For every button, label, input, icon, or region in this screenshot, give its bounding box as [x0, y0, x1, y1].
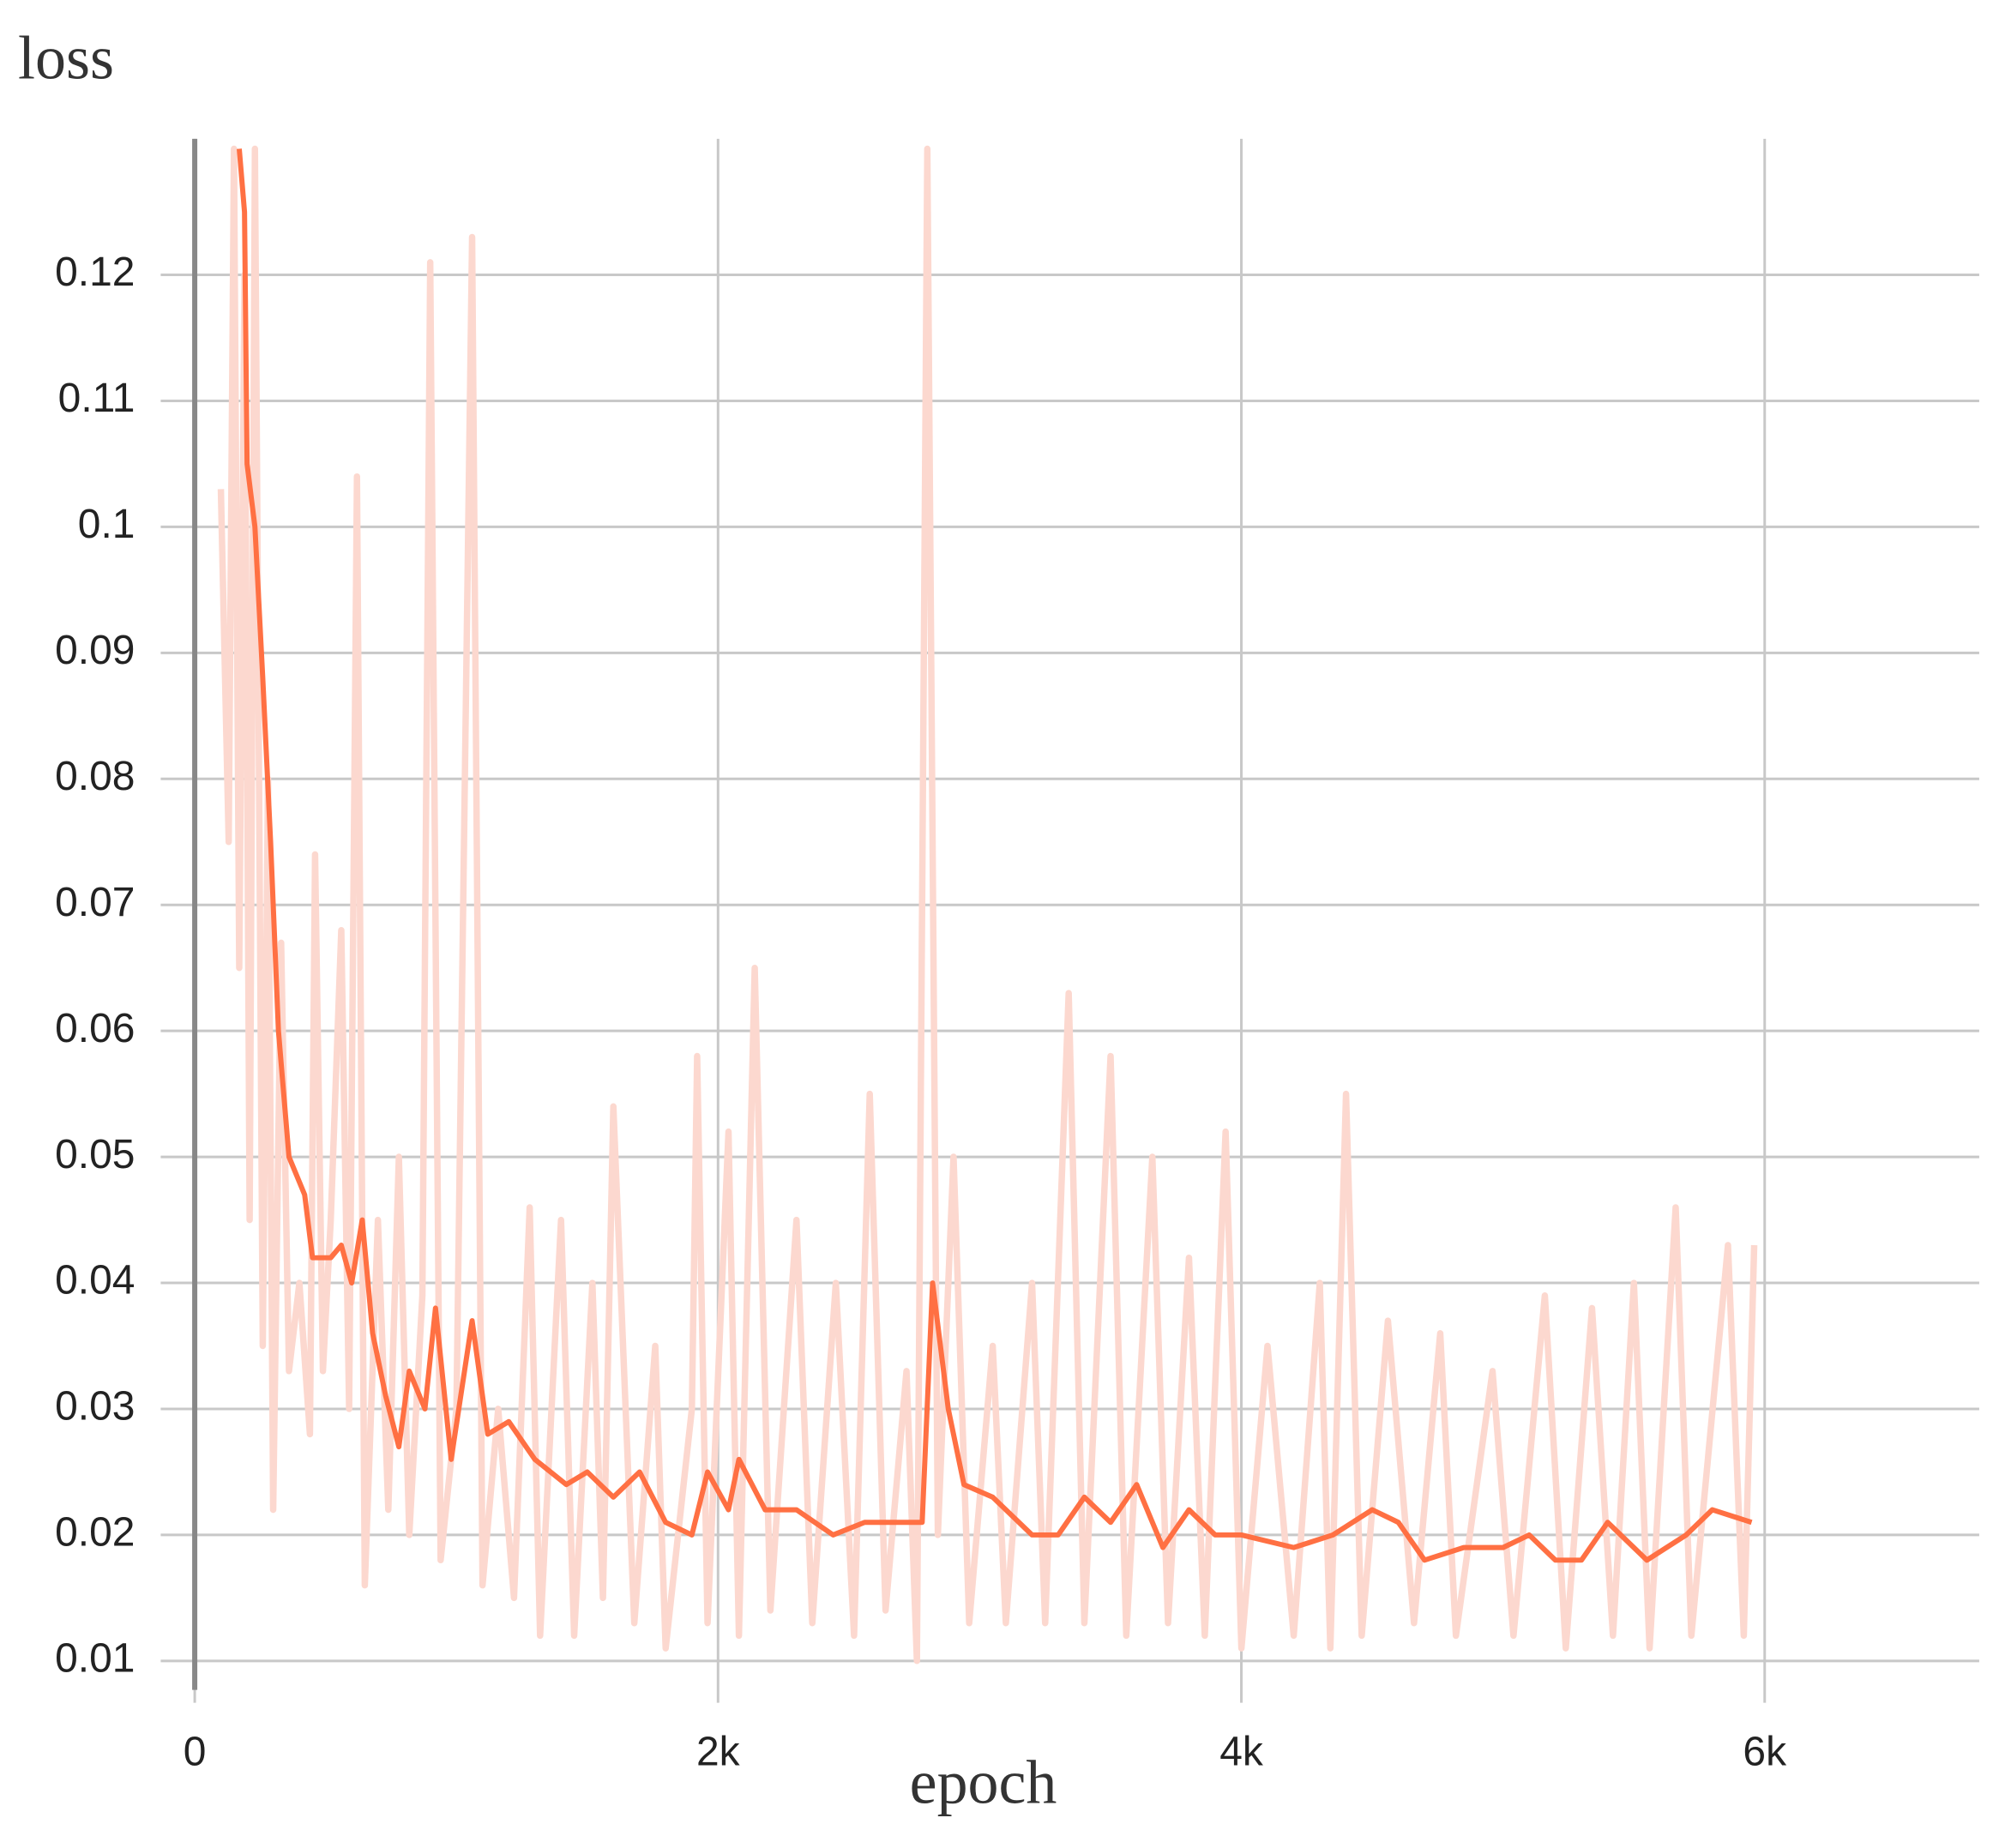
y-tick-label: 0.05 [55, 1132, 135, 1177]
line [217, 145, 1758, 1664]
x-tick-label: 2k [696, 1729, 741, 1774]
y-tick-label: 0.09 [55, 628, 135, 673]
y-tick-label: 0.01 [55, 1636, 135, 1682]
y-tick-label: 0.11 [58, 376, 135, 421]
y-tick-label: 0.08 [55, 754, 135, 799]
line [236, 148, 1753, 1563]
y-tick-label: 0.07 [55, 880, 135, 925]
y-tick-label: 0.02 [55, 1510, 135, 1556]
x-tick-label: 6k [1743, 1729, 1787, 1774]
y-tick-label: 0.12 [55, 250, 135, 295]
x-tick-label: 0 [184, 1729, 207, 1774]
chart-title: loss [18, 23, 114, 92]
y-tick-label: 0.1 [78, 502, 135, 547]
x-tick-label: 4k [1219, 1729, 1264, 1774]
y-tick-label: 0.04 [55, 1258, 135, 1303]
x-axis-label: epoch [910, 1749, 1057, 1817]
y-tick-label: 0.06 [55, 1006, 135, 1051]
y-tick-label: 0.03 [55, 1384, 135, 1430]
